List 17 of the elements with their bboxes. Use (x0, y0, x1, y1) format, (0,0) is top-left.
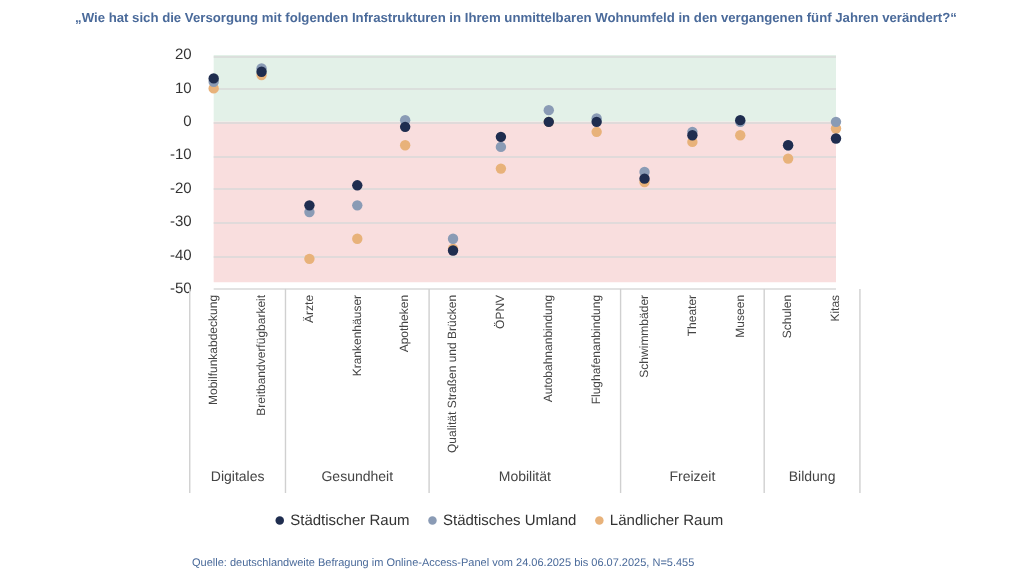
point (304, 200, 315, 211)
point (830, 116, 842, 128)
point (782, 153, 794, 164)
point (543, 104, 554, 116)
point (352, 233, 363, 244)
point (352, 200, 363, 211)
point (399, 140, 411, 151)
point (830, 133, 842, 144)
point (495, 163, 507, 174)
point (591, 126, 602, 138)
point (735, 130, 746, 141)
point (352, 180, 363, 191)
point (495, 141, 507, 153)
point (399, 121, 411, 133)
point (447, 233, 459, 244)
point (304, 253, 315, 265)
point (495, 131, 507, 143)
